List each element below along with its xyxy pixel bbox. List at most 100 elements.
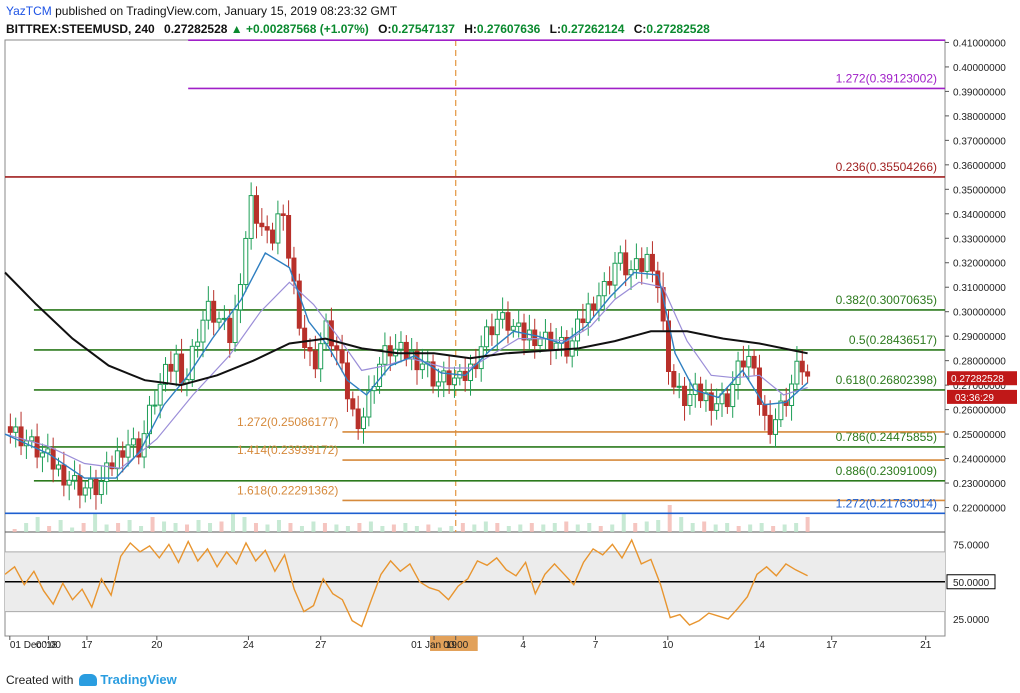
volume-bar	[345, 526, 350, 532]
tradingview-logo[interactable]: TradingView	[79, 672, 177, 687]
volume-bar	[368, 521, 373, 532]
volume-bar	[414, 526, 419, 532]
candle-body	[286, 215, 292, 259]
volume-bar	[483, 521, 488, 532]
candle-body	[211, 300, 217, 323]
candle-body	[419, 363, 425, 371]
candle-body	[767, 414, 773, 435]
candle-body	[280, 213, 286, 217]
candle-body	[687, 394, 693, 407]
volume-bar	[276, 520, 281, 532]
volume-bar	[299, 526, 304, 532]
time-tick-label: 20	[151, 640, 163, 651]
high-value: 0.27607636	[476, 22, 541, 36]
volume-bar	[587, 523, 592, 532]
price-tick-label: 0.25000000	[953, 430, 1006, 441]
volume-bar	[116, 523, 121, 532]
candle-body	[339, 349, 345, 364]
candle-body	[243, 237, 249, 286]
candle-body	[248, 195, 254, 239]
candle-body	[435, 381, 441, 387]
volume-bar	[529, 523, 534, 532]
rsi-tick-label: 75.0000	[953, 540, 990, 551]
candle-body	[794, 360, 800, 385]
price-tick-label: 0.26000000	[953, 406, 1006, 417]
candle-body	[382, 345, 388, 365]
price-tick-label: 0.24000000	[953, 455, 1006, 466]
candle-body	[756, 367, 762, 405]
candle-body	[227, 317, 233, 344]
time-tick-label: 00:00	[443, 640, 468, 651]
candle-body	[746, 355, 752, 368]
volume-bar	[35, 517, 40, 532]
candle-body	[195, 341, 201, 347]
volume-bar	[759, 523, 764, 532]
candle-body	[114, 450, 120, 470]
candle-body	[350, 398, 356, 410]
volume-bar	[633, 523, 638, 532]
candle-body	[430, 361, 436, 387]
candle-body	[751, 355, 757, 369]
volume-bar	[690, 523, 695, 532]
volume-bar	[667, 505, 672, 532]
volume-bar	[518, 524, 523, 532]
ema-slow-line	[4, 281, 808, 470]
price-tick-label: 0.41000000	[953, 38, 1006, 49]
candle-body	[708, 392, 714, 411]
candle-body	[649, 253, 655, 272]
candle-body	[607, 280, 613, 286]
candle-body	[50, 448, 56, 470]
volume-bar	[437, 527, 442, 532]
volume-bars	[12, 505, 810, 532]
price-tick-label: 0.27000000	[953, 381, 1006, 392]
candle-body	[532, 329, 538, 347]
volume-bar	[219, 521, 224, 532]
candle-body	[644, 253, 650, 272]
time-tick-label: 01 Jan '19	[411, 640, 457, 651]
candle-body	[328, 320, 334, 347]
candle-body	[323, 320, 329, 345]
volume-bar	[472, 524, 477, 532]
volume-bar	[598, 526, 603, 532]
time-tick-label: 01 Dec '18	[10, 640, 58, 651]
volume-bar	[713, 524, 718, 532]
volume-bar	[265, 524, 270, 532]
rsi-line	[4, 538, 808, 628]
candle-body	[762, 403, 768, 416]
volume-bar	[460, 523, 465, 532]
volume-bar	[782, 524, 787, 532]
rsi-tick-label: 25.0000	[953, 615, 990, 626]
volume-bar	[185, 524, 190, 532]
author-link[interactable]: YazTCM	[6, 4, 52, 18]
candle-body	[13, 426, 19, 433]
price-tick-label: 0.30000000	[953, 308, 1006, 319]
volume-bar	[93, 514, 98, 532]
candle-body	[168, 363, 174, 372]
time-tick-label: 10	[662, 640, 674, 651]
fib-label: 1.272(0.25086177)	[237, 415, 338, 429]
candle-body	[141, 433, 147, 458]
fib-label: 1.272(0.21763014)	[836, 496, 937, 510]
fib-label: 1.618(0.22291362)	[237, 483, 338, 497]
price-chart[interactable]: 1.414(0.41092659)1.272(0.39123002)0.236(…	[0, 38, 1020, 660]
symbol-line: BITTREX:STEEMUSD, 240 0.27282528 ▲ +0.00…	[6, 22, 710, 36]
candle-body	[671, 370, 677, 388]
candle-body	[302, 327, 308, 348]
high-label: H:	[464, 22, 477, 36]
candle-body	[88, 478, 94, 489]
volume-bar	[81, 523, 86, 532]
candle-body	[253, 195, 259, 224]
volume-bar	[208, 523, 213, 532]
candle-body	[773, 419, 779, 435]
candle-body	[489, 326, 495, 336]
publish-line: YazTCM published on TradingView.com, Jan…	[6, 4, 397, 18]
countdown-tag	[947, 389, 1017, 404]
volume-bar	[403, 523, 408, 532]
time-tick-label: 7	[593, 640, 599, 651]
candle-body	[72, 475, 78, 481]
candle-body	[355, 408, 361, 430]
open-label: O:	[378, 22, 392, 36]
close-label: C:	[633, 22, 647, 36]
price-tick-label: 0.36000000	[953, 161, 1006, 172]
